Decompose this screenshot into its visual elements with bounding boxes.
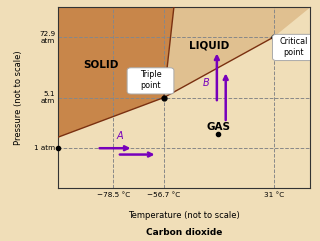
- Polygon shape: [164, 7, 310, 98]
- Text: Triple
point: Triple point: [140, 70, 162, 90]
- Text: GAS: GAS: [206, 121, 230, 132]
- Text: Temperature (not to scale): Temperature (not to scale): [128, 212, 240, 221]
- Polygon shape: [58, 7, 174, 188]
- Text: 1 atm: 1 atm: [34, 145, 55, 151]
- Text: 5.1
atm: 5.1 atm: [41, 91, 55, 104]
- Text: Carbon dioxide: Carbon dioxide: [146, 228, 222, 237]
- Text: Critical
point: Critical point: [279, 37, 308, 57]
- Text: −78.5 °C: −78.5 °C: [97, 192, 130, 198]
- FancyBboxPatch shape: [127, 68, 174, 94]
- Text: −56.7 °C: −56.7 °C: [147, 192, 180, 198]
- Text: SOLID: SOLID: [83, 60, 118, 70]
- Text: 72.9
atm: 72.9 atm: [39, 31, 55, 44]
- Text: A: A: [116, 131, 123, 141]
- Text: Pressure (not to scale): Pressure (not to scale): [14, 50, 23, 145]
- Text: B: B: [203, 78, 209, 88]
- Text: 31 °C: 31 °C: [264, 192, 284, 198]
- Text: LIQUID: LIQUID: [189, 40, 229, 50]
- FancyBboxPatch shape: [272, 34, 313, 60]
